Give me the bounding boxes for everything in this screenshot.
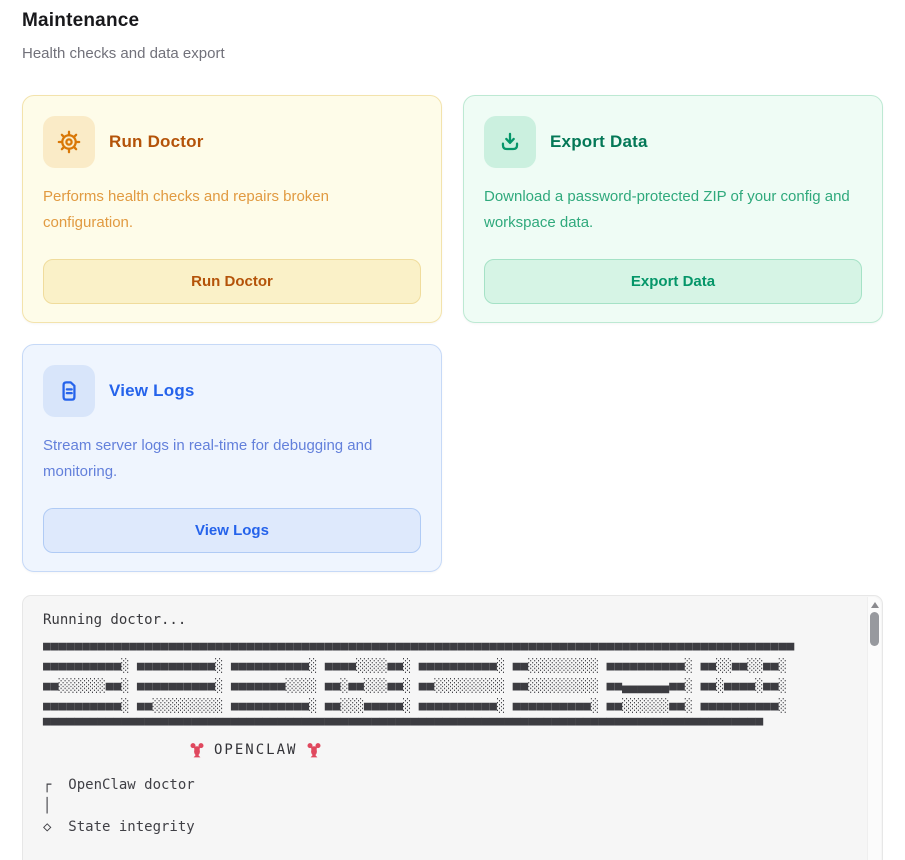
export-data-card: Export Data Download a password-protecte… (463, 95, 883, 323)
scroll-up-arrow-icon[interactable] (870, 602, 879, 608)
page-subtitle: Health checks and data export (22, 45, 225, 62)
run-doctor-card-header: Run Doctor (43, 116, 421, 168)
scrollbar-thumb[interactable] (870, 612, 879, 646)
view-logs-card: View Logs Stream server logs in real-tim… (22, 344, 442, 572)
doctor-output-terminal: Running doctor... ■■■■■■■■■■■■■■■■■■■■■■… (22, 595, 883, 860)
openclaw-banner-text: OPENCLAW (214, 741, 298, 758)
terminal-content: Running doctor... ■■■■■■■■■■■■■■■■■■■■■■… (23, 596, 882, 838)
download-icon (484, 116, 536, 168)
document-icon (43, 365, 95, 417)
export-data-description: Download a password-protected ZIP of you… (484, 188, 850, 231)
export-data-title: Export Data (550, 132, 648, 151)
export-data-card-header: Export Data (484, 116, 862, 168)
run-doctor-title: Run Doctor (109, 132, 204, 151)
view-logs-card-header: View Logs (43, 365, 421, 417)
gear-icon (43, 116, 95, 168)
doctor-log-lines: ┌ OpenClaw doctor │ ◇ State integrity (43, 777, 195, 835)
lobster-emoji (307, 742, 321, 757)
lobster-emoji (190, 742, 204, 757)
page-title: Maintenance (22, 10, 140, 31)
export-data-button[interactable]: Export Data (484, 259, 862, 304)
view-logs-description: Stream server logs in real-time for debu… (43, 437, 373, 480)
run-doctor-description: Performs health checks and repairs broke… (43, 188, 329, 231)
view-logs-title: View Logs (109, 381, 195, 400)
maintenance-cards: Run Doctor Performs health checks and re… (22, 95, 883, 572)
view-logs-button[interactable]: View Logs (43, 508, 421, 553)
openclaw-banner-line: OPENCLAW (189, 739, 848, 760)
terminal-scrollbar[interactable] (867, 597, 881, 860)
empty-grid-cell (463, 344, 883, 572)
run-doctor-card: Run Doctor Performs health checks and re… (22, 95, 442, 323)
run-doctor-button[interactable]: Run Doctor (43, 259, 421, 304)
openclaw-ascii-banner: ■■■■■■■■■■■■■■■■■■■■■■■■■■■■■■■■■■■■■■■■… (43, 639, 795, 734)
terminal-status-line: Running doctor... (43, 612, 187, 628)
